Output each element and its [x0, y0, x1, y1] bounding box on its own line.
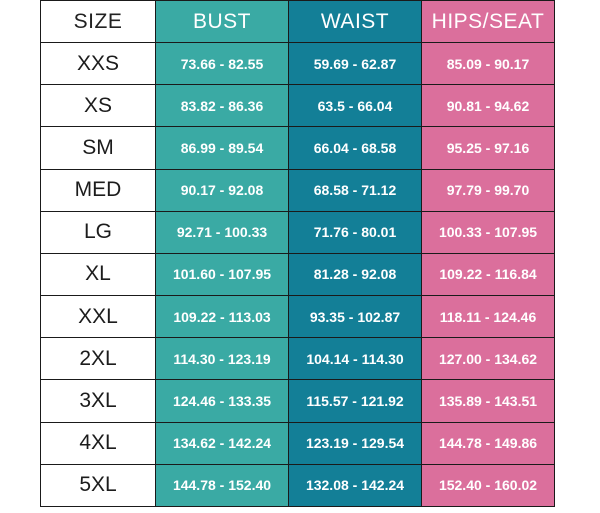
waist-cell: 59.69 - 62.87: [288, 41, 422, 86]
table-row: XL 101.60 - 107.95 81.28 - 92.08 109.22 - 1…: [40, 252, 555, 297]
waist-column-header: WAIST: [288, 0, 422, 43]
waist-cell: 93.35 - 102.87: [288, 295, 422, 339]
table-row: MED 90.17 - 92.08 68.58 - 71.12 97.79 - 99.…: [40, 168, 555, 212]
size-cell: XL: [40, 252, 156, 297]
waist-cell: 71.76 - 80.01: [288, 210, 422, 254]
size-chart: SIZE BUST WAIST HIPS/SEAT XXS 73.66 - 82.…: [40, 0, 555, 508]
hips-cell: 97.79 - 99.70: [421, 168, 555, 212]
size-cell: 3XL: [40, 379, 156, 423]
hips-cell: 135.89 - 143.51: [421, 379, 555, 423]
hips-cell: 95.25 - 97.16: [421, 126, 555, 170]
table-row: 5XL 144.78 - 152.40 132.08 - 142.24 152.40 …: [40, 463, 555, 508]
size-cell: 5XL: [40, 463, 156, 508]
size-cell: 4XL: [40, 421, 156, 465]
hips-cell: 109.22 - 116.84: [421, 252, 555, 297]
table-row: 2XL 114.30 - 123.19 104.14 - 114.30 127.00 …: [40, 337, 555, 381]
bust-cell: 86.99 - 89.54: [155, 126, 289, 170]
waist-cell: 115.57 - 121.92: [288, 379, 422, 423]
table-row: XS 83.82 - 86.36 63.5 - 66.04 90.81 - 94.62: [40, 84, 555, 128]
table-row: 4XL 134.62 - 142.24 123.19 - 129.54 144.78 …: [40, 421, 555, 465]
size-cell: XXL: [40, 295, 156, 339]
bust-cell: 83.82 - 86.36: [155, 84, 289, 128]
size-cell: SM: [40, 126, 156, 170]
bust-cell: 73.66 - 82.55: [155, 41, 289, 86]
hips-cell: 152.40 - 160.02: [421, 463, 555, 508]
header-row: SIZE BUST WAIST HIPS/SEAT: [40, 0, 555, 43]
bust-cell: 109.22 - 113.03: [155, 295, 289, 339]
size-cell: XS: [40, 84, 156, 128]
bust-cell: 92.71 - 100.33: [155, 210, 289, 254]
hips-cell: 144.78 - 149.86: [421, 421, 555, 465]
waist-cell: 104.14 - 114.30: [288, 337, 422, 381]
waist-cell: 68.58 - 71.12: [288, 168, 422, 212]
size-cell: XXS: [40, 41, 156, 86]
hips-cell: 85.09 - 90.17: [421, 41, 555, 86]
waist-cell: 132.08 - 142.24: [288, 463, 422, 508]
bust-cell: 134.62 - 142.24: [155, 421, 289, 465]
table-row: XXL 109.22 - 113.03 93.35 - 102.87 118.11 -…: [40, 295, 555, 339]
table-row: SM 86.99 - 89.54 66.04 - 68.58 95.25 - 97.1…: [40, 126, 555, 170]
size-chart-table: SIZE BUST WAIST HIPS/SEAT XXS 73.66 - 82.…: [40, 0, 555, 508]
waist-cell: 66.04 - 68.58: [288, 126, 422, 170]
hips-column-header: HIPS/SEAT: [421, 0, 555, 43]
hips-cell: 127.00 - 134.62: [421, 337, 555, 381]
size-cell: MED: [40, 168, 156, 212]
hips-cell: 100.33 - 107.95: [421, 210, 555, 254]
waist-cell: 63.5 - 66.04: [288, 84, 422, 128]
size-column-header: SIZE: [40, 0, 156, 43]
bust-cell: 124.46 - 133.35: [155, 379, 289, 423]
size-cell: LG: [40, 210, 156, 254]
table-row: 3XL 124.46 - 133.35 115.57 - 121.92 135.89 …: [40, 379, 555, 423]
hips-cell: 118.11 - 124.46: [421, 295, 555, 339]
hips-cell: 90.81 - 94.62: [421, 84, 555, 128]
bust-cell: 101.60 - 107.95: [155, 252, 289, 297]
size-cell: 2XL: [40, 337, 156, 381]
waist-cell: 123.19 - 129.54: [288, 421, 422, 465]
bust-cell: 144.78 - 152.40: [155, 463, 289, 508]
bust-cell: 114.30 - 123.19: [155, 337, 289, 381]
bust-cell: 90.17 - 92.08: [155, 168, 289, 212]
bust-column-header: BUST: [155, 0, 289, 43]
size-rows: XXS 73.66 - 82.55 59.69 - 62.87 85.09 - 90.…: [40, 41, 555, 508]
table-row: XXS 73.66 - 82.55 59.69 - 62.87 85.09 - 90.…: [40, 41, 555, 86]
waist-cell: 81.28 - 92.08: [288, 252, 422, 297]
table-row: LG 92.71 - 100.33 71.76 - 80.01 100.33 - 10…: [40, 210, 555, 254]
